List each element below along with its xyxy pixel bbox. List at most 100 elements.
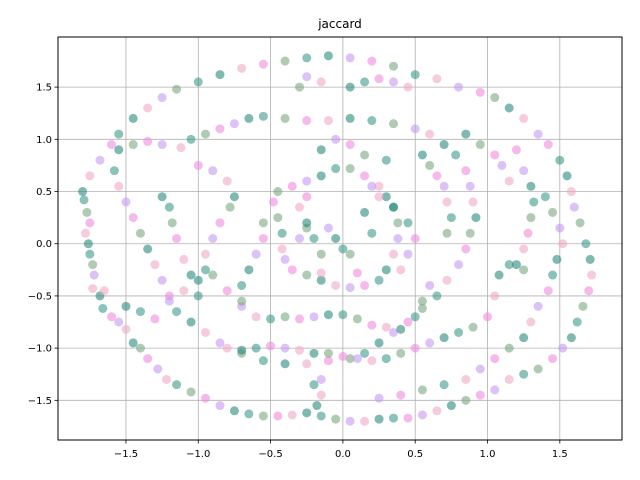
data-point xyxy=(475,364,485,374)
data-point xyxy=(566,333,576,343)
data-point xyxy=(543,140,553,150)
data-point xyxy=(432,291,442,301)
data-point xyxy=(451,150,461,160)
data-point xyxy=(403,218,413,228)
data-point xyxy=(389,413,399,423)
data-point xyxy=(410,124,420,134)
data-point xyxy=(244,409,254,419)
data-point xyxy=(381,322,391,332)
data-point xyxy=(345,140,355,150)
data-point xyxy=(548,207,558,217)
data-point xyxy=(490,354,500,364)
data-point xyxy=(295,202,305,212)
data-point xyxy=(208,166,218,176)
data-point xyxy=(425,338,435,348)
data-point xyxy=(225,202,235,212)
data-point xyxy=(316,411,326,421)
data-point xyxy=(251,343,261,353)
data-point xyxy=(410,70,420,80)
data-point xyxy=(258,59,268,69)
data-point xyxy=(128,140,138,150)
data-point xyxy=(258,111,268,121)
data-point xyxy=(121,301,131,311)
data-point xyxy=(417,410,427,420)
data-point xyxy=(323,223,333,233)
data-point xyxy=(360,77,370,87)
data-point xyxy=(309,380,319,390)
data-point xyxy=(164,296,174,306)
data-point xyxy=(425,160,435,170)
data-point xyxy=(280,56,290,66)
data-point xyxy=(99,286,109,296)
data-point xyxy=(172,380,182,390)
data-point xyxy=(287,181,297,191)
data-point xyxy=(302,72,312,82)
y-axis: −1.5 −1.0 −0.5 0.0 0.5 1.0 1.5 xyxy=(28,83,58,407)
data-point xyxy=(82,207,92,217)
data-point xyxy=(483,312,493,322)
data-point xyxy=(208,270,218,280)
data-point xyxy=(533,129,543,139)
data-point xyxy=(432,171,442,181)
data-point xyxy=(555,155,565,165)
data-point xyxy=(302,53,312,63)
x-tick-label: 0.5 xyxy=(407,449,423,460)
data-point xyxy=(266,341,276,351)
data-point xyxy=(95,155,105,165)
data-point xyxy=(273,411,283,421)
data-point xyxy=(461,166,471,176)
data-point xyxy=(345,249,355,259)
data-point xyxy=(222,176,232,186)
data-point xyxy=(533,301,543,311)
data-point xyxy=(295,314,305,324)
data-point xyxy=(367,356,377,366)
data-point xyxy=(504,343,514,353)
y-tick-label: −0.5 xyxy=(28,291,52,302)
data-point xyxy=(201,265,211,275)
data-point xyxy=(345,82,355,92)
data-point xyxy=(526,181,536,191)
data-point xyxy=(454,260,464,270)
data-point xyxy=(432,406,442,416)
data-point xyxy=(287,265,297,275)
data-point xyxy=(374,275,384,285)
data-point xyxy=(442,197,452,207)
data-point xyxy=(208,234,218,243)
y-tick-label: −1.0 xyxy=(28,344,52,355)
data-point xyxy=(172,307,182,317)
data-point xyxy=(114,145,124,155)
data-point xyxy=(548,354,558,364)
data-point xyxy=(114,129,124,139)
data-point xyxy=(558,239,568,249)
data-point xyxy=(360,207,370,217)
data-point xyxy=(287,410,297,420)
grid-lines xyxy=(58,37,622,440)
data-point xyxy=(302,218,312,228)
x-tick-label: 1.0 xyxy=(480,449,496,460)
data-point xyxy=(302,176,312,186)
data-point xyxy=(345,164,355,174)
data-points xyxy=(78,51,597,426)
data-point xyxy=(295,234,305,243)
data-point xyxy=(367,181,377,191)
data-point xyxy=(403,82,413,92)
data-point xyxy=(410,343,420,353)
data-point xyxy=(229,192,239,202)
data-point xyxy=(153,364,163,374)
data-point xyxy=(78,187,88,197)
data-point xyxy=(258,218,268,228)
data-point xyxy=(389,61,399,71)
data-point xyxy=(89,270,99,280)
data-point xyxy=(222,343,232,353)
data-point xyxy=(490,385,500,395)
data-point xyxy=(215,70,225,80)
data-point xyxy=(578,301,588,311)
data-point xyxy=(471,213,481,223)
data-point xyxy=(237,345,247,355)
data-point xyxy=(215,124,225,134)
data-point xyxy=(367,320,377,330)
data-point xyxy=(475,390,485,400)
data-point xyxy=(519,244,529,254)
data-point xyxy=(251,312,261,322)
